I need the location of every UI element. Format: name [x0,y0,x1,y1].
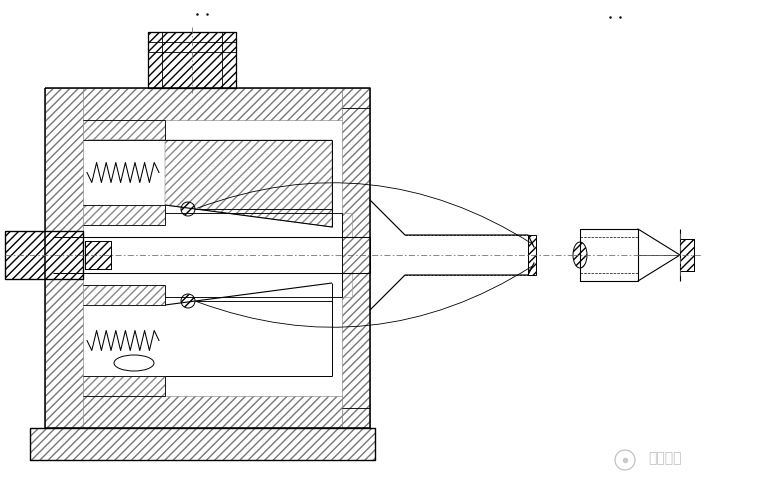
Polygon shape [83,120,165,140]
Polygon shape [342,88,370,428]
Polygon shape [342,213,352,237]
Polygon shape [342,88,370,108]
Circle shape [181,294,195,308]
Bar [680,239,694,271]
Bar [528,235,536,275]
Ellipse shape [114,355,154,371]
Polygon shape [83,205,165,225]
Polygon shape [5,231,83,279]
Circle shape [181,202,195,216]
Polygon shape [45,88,83,428]
Text: 机械学霸: 机械学霸 [648,451,681,465]
Bar [148,32,236,88]
Polygon shape [342,273,352,297]
Ellipse shape [573,242,587,268]
Polygon shape [45,88,370,120]
Polygon shape [30,428,375,460]
Polygon shape [88,140,332,227]
Polygon shape [83,285,165,305]
Polygon shape [342,408,370,428]
Polygon shape [83,376,165,396]
Polygon shape [45,396,370,428]
Bar [85,241,111,269]
